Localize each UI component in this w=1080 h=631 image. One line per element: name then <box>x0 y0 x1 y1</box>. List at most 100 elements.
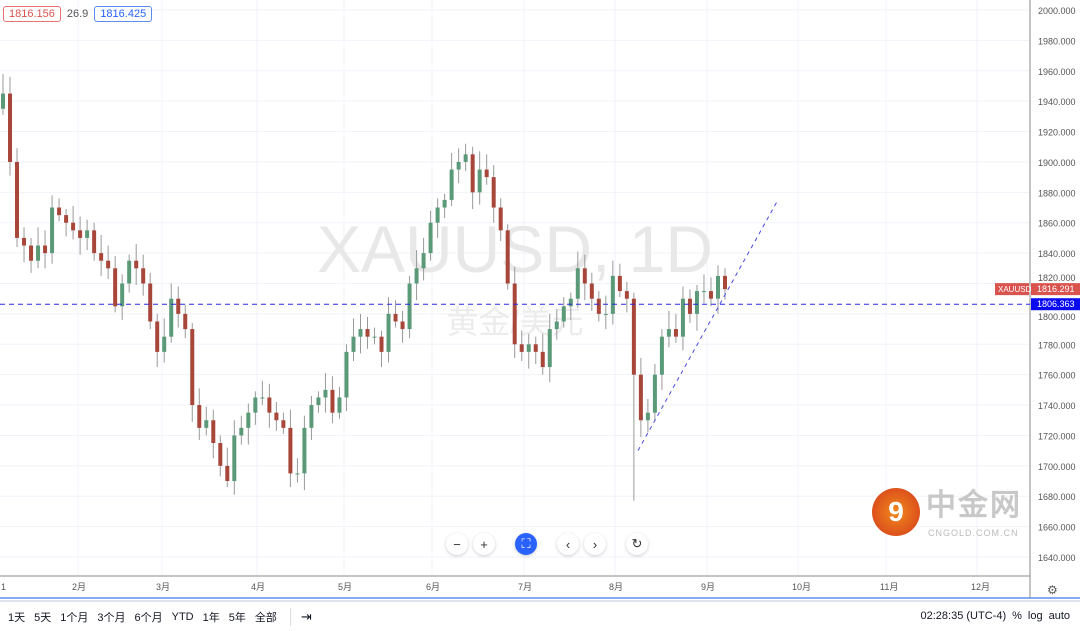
price-legend: 1816.156 26.9 1816.425 <box>3 6 153 22</box>
chart-navigation: − + ⛶ ‹ › ↻ <box>446 533 648 555</box>
candle <box>99 234 104 276</box>
last-price-label: 1816.291 <box>1037 284 1075 294</box>
candle-body <box>274 412 279 421</box>
candle-body <box>505 230 510 284</box>
candle <box>134 243 139 286</box>
candle <box>330 376 335 424</box>
candle <box>50 195 55 264</box>
logo-subtext: CNGOLD.COM.CN <box>928 528 1019 538</box>
percent-toggle[interactable]: % <box>1012 610 1022 622</box>
price-chart[interactable]: 1640.000 1660.000 1680.000 1700.000 1720.000… <box>0 0 1080 600</box>
range-5y[interactable]: 5年 <box>228 611 246 624</box>
candle <box>561 297 566 328</box>
candle <box>1 73 5 115</box>
candle <box>694 285 699 331</box>
candle <box>421 237 426 281</box>
y-tick-label: 1880.000 <box>1038 188 1076 198</box>
candle-body <box>162 336 167 352</box>
candle-body <box>610 275 615 314</box>
candle-body <box>148 283 153 322</box>
candle <box>302 415 307 491</box>
candle <box>386 297 391 363</box>
y-tick-label: 1640.000 <box>1038 553 1076 563</box>
y-tick-label: 1940.000 <box>1038 97 1076 107</box>
reset-scale-icon[interactable]: ⛶ <box>515 533 537 555</box>
symbol-label: XAUUSD <box>998 285 1032 294</box>
candle <box>463 143 468 172</box>
candle <box>225 447 230 488</box>
candle-body <box>113 268 118 307</box>
candle-body <box>29 245 34 261</box>
candle <box>358 313 363 354</box>
scroll-left-button[interactable]: ‹ <box>557 533 579 555</box>
clock[interactable]: 02:28:35 (UTC-4) <box>920 610 1007 622</box>
candle <box>15 148 20 248</box>
candle <box>22 227 27 263</box>
candle-body <box>694 291 699 314</box>
candle-body <box>456 161 461 170</box>
y-tick-label: 1840.000 <box>1038 249 1076 259</box>
goto-date-icon[interactable]: ⇥ <box>300 608 312 624</box>
candle <box>92 222 97 261</box>
range-5d[interactable]: 5天 <box>34 611 52 624</box>
candle <box>57 198 62 222</box>
candle <box>498 198 503 241</box>
candle-body <box>519 344 524 352</box>
range-6m[interactable]: 6个月 <box>134 611 163 624</box>
candle-body <box>92 230 97 254</box>
candle <box>603 295 608 330</box>
candle-body <box>141 268 146 284</box>
candle <box>78 216 83 255</box>
candle <box>344 344 349 412</box>
y-tick-label: 1760.000 <box>1038 371 1076 381</box>
range-all[interactable]: 全部 <box>254 611 277 624</box>
zoom-in-button[interactable]: + <box>473 533 495 555</box>
y-tick-label: 1660.000 <box>1038 523 1076 533</box>
candle-body <box>8 93 13 162</box>
candle <box>190 323 195 422</box>
candle-body <box>344 351 349 398</box>
candle <box>526 333 531 369</box>
range-1m[interactable]: 1个月 <box>60 611 89 624</box>
candle <box>260 380 265 406</box>
y-tick-label: 1900.000 <box>1038 158 1076 168</box>
bid-price: 1816.156 <box>3 6 61 22</box>
zoom-out-button[interactable]: − <box>446 533 468 555</box>
range-1d[interactable]: 1天 <box>8 611 26 624</box>
candle-body <box>715 275 720 299</box>
log-toggle[interactable]: log <box>1027 610 1043 622</box>
y-tick-label: 1700.000 <box>1038 462 1076 472</box>
range-1y[interactable]: 1年 <box>202 611 220 624</box>
candle-body <box>645 412 650 421</box>
candle-body <box>190 329 195 406</box>
candle-body <box>64 215 69 223</box>
candle-body <box>414 268 419 284</box>
candle-body <box>267 397 272 413</box>
candle <box>631 292 636 501</box>
candle <box>715 265 720 314</box>
candle <box>183 304 188 339</box>
candle-body <box>106 260 111 269</box>
range-ytd[interactable]: YTD <box>171 610 194 623</box>
settings-icon[interactable]: ⚙ <box>1047 583 1058 597</box>
candle-body <box>442 199 447 208</box>
candle-body <box>652 374 657 413</box>
candle-body <box>15 161 20 238</box>
auto-toggle[interactable]: auto <box>1048 610 1070 622</box>
range-3m[interactable]: 3个月 <box>97 611 126 624</box>
candle-body <box>589 283 594 299</box>
candle <box>113 256 118 313</box>
candle-body <box>204 420 209 428</box>
y-tick-label: 1820.000 <box>1038 273 1076 283</box>
candle-body <box>225 465 230 482</box>
candle <box>162 318 167 363</box>
scroll-right-button[interactable]: › <box>584 533 606 555</box>
candle <box>281 412 286 434</box>
candle <box>197 388 202 441</box>
candle-body <box>624 291 629 299</box>
candle-body <box>120 283 125 307</box>
candle-body <box>687 298 692 314</box>
candle-body <box>316 397 321 406</box>
candle-body <box>43 245 48 254</box>
reset-chart-icon[interactable]: ↻ <box>626 533 648 555</box>
